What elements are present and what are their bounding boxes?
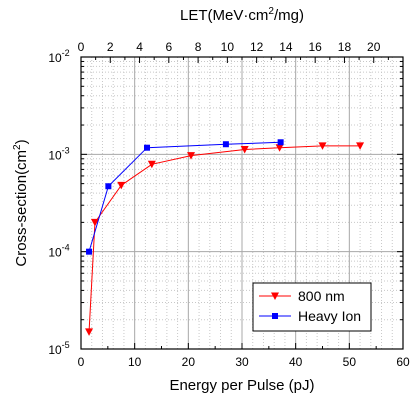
top-x-tick-label: 10	[221, 40, 235, 54]
data-point-heavy-ion	[222, 141, 229, 148]
y-tick-label: 10-3	[48, 145, 69, 162]
data-point-800-nm	[275, 144, 284, 152]
top-x-tick-label: 0	[78, 40, 85, 54]
legend: 800 nm Heavy Ion	[252, 282, 372, 332]
top-x-tick-label: 2	[107, 40, 114, 54]
top-x-tick-label: 8	[195, 40, 202, 54]
data-point-800-nm	[240, 146, 249, 154]
data-point-heavy-ion	[277, 139, 284, 146]
x-tick-label: 30	[235, 355, 249, 369]
x-tick-label: 50	[343, 355, 357, 369]
data-point-800-nm	[187, 152, 196, 160]
top-x-tick-label: 6	[165, 40, 172, 54]
legend-marker-800-nm	[271, 292, 279, 300]
data-point-800-nm	[90, 218, 99, 227]
x-tick-label: 60	[396, 355, 410, 369]
top-x-tick-label: 12	[250, 40, 264, 54]
x-tick-label: 40	[289, 355, 303, 369]
top-x-tick-label: 16	[309, 40, 323, 54]
y-tick-label: 10-5	[48, 340, 69, 357]
data-point-800-nm	[85, 328, 94, 336]
series-layer	[85, 139, 365, 336]
data-point-800-nm	[356, 142, 365, 150]
x-tick-label: 0	[78, 355, 85, 369]
top-x-tick-label: 4	[136, 40, 143, 54]
legend-label-heavy-ion: Heavy Ion	[298, 308, 361, 324]
data-point-800-nm	[147, 160, 156, 169]
legend-marker-heavy-ion	[272, 313, 278, 319]
x-axis-title: Energy per Pulse (pJ)	[169, 377, 314, 394]
x-tick-label: 20	[182, 355, 196, 369]
y-tick-label: 10-2	[48, 48, 69, 65]
data-point-heavy-ion	[105, 183, 112, 190]
top-x-tick-label: 18	[338, 40, 352, 54]
axes	[80, 56, 404, 350]
y-axis-title: Cross-section(cm2)	[12, 139, 30, 266]
data-point-heavy-ion	[86, 248, 93, 255]
data-point-heavy-ion	[144, 144, 151, 151]
legend-label-800-nm: 800 nm	[298, 288, 345, 304]
y-tick-label: 10-4	[48, 243, 69, 260]
top-x-tick-label: 20	[367, 40, 381, 54]
labels: 0 10 20 30 40 50 60 0 2 4 6 8 10 12 14 16 18 20 10-5 10-4 10…	[12, 6, 410, 394]
x-tick-label: 10	[128, 355, 142, 369]
data-point-800-nm	[117, 181, 126, 190]
legend-box	[252, 282, 372, 332]
top-x-axis-title: LET(MeV·cm2/mg)	[180, 6, 304, 24]
top-x-tick-label: 14	[279, 40, 293, 54]
data-point-800-nm	[318, 142, 327, 150]
